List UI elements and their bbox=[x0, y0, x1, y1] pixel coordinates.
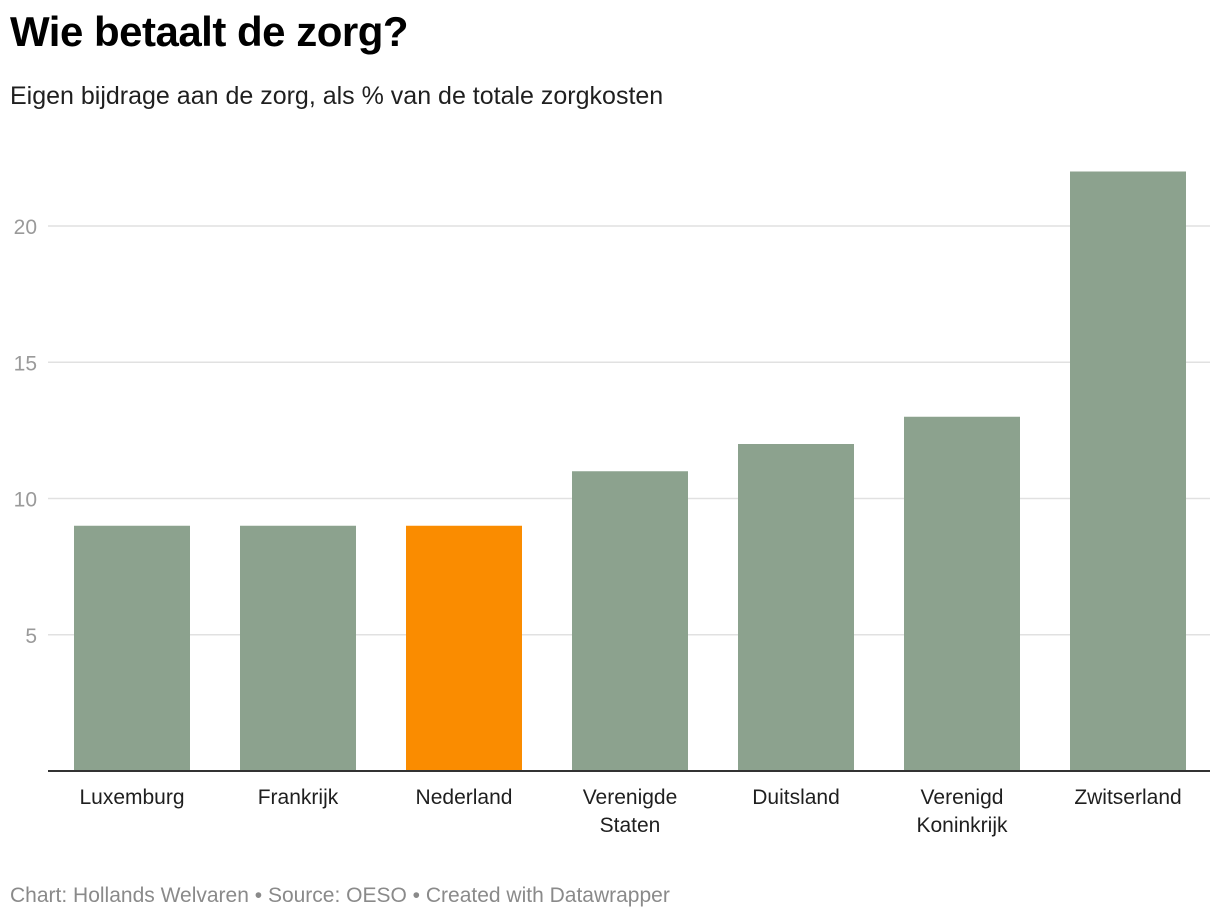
chart-title: Wie betaalt de zorg? bbox=[10, 8, 409, 55]
x-tick-label: Luxemburg bbox=[79, 786, 184, 809]
x-tick-label: Zwitserland bbox=[1074, 786, 1181, 809]
bar-luxemburg[interactable] bbox=[74, 525, 190, 771]
x-tick-label-line: Verenigde bbox=[583, 786, 678, 809]
credit-link[interactable]: Hollands Welvaren bbox=[73, 884, 249, 907]
y-axis-ticks: 5 10 15 20 bbox=[14, 216, 37, 648]
x-tick-label-line: Frankrijk bbox=[258, 786, 339, 809]
y-tick-label: 10 bbox=[14, 489, 37, 512]
source-prefix: Source: bbox=[267, 884, 347, 907]
credit-prefix: Chart: bbox=[10, 884, 74, 907]
x-tick-label-line: Luxemburg bbox=[79, 786, 184, 809]
bar-frankrijk[interactable] bbox=[240, 525, 356, 771]
x-tick-label-line: Verenigd bbox=[921, 786, 1004, 809]
bar-duitsland[interactable] bbox=[738, 444, 854, 771]
x-tick-label-line: Duitsland bbox=[752, 786, 840, 809]
bar-verenigd-koninkrijk[interactable] bbox=[904, 416, 1020, 771]
x-tick-label: Frankrijk bbox=[258, 786, 339, 809]
bar-nederland[interactable] bbox=[406, 525, 522, 771]
chart-footer: Chart: Hollands Welvaren • Source: OESO … bbox=[10, 884, 670, 908]
x-tick-label-line: Zwitserland bbox=[1074, 786, 1181, 809]
footer-separator: • bbox=[248, 884, 268, 907]
bars bbox=[74, 171, 1186, 772]
footer-separator: • bbox=[406, 884, 426, 907]
bar-zwitserland[interactable] bbox=[1070, 171, 1186, 772]
y-tick-label: 15 bbox=[14, 352, 37, 375]
x-tick-label: Duitsland bbox=[752, 786, 840, 809]
x-tick-label-line: Koninkrijk bbox=[916, 814, 1008, 837]
x-tick-label-line: Staten bbox=[600, 814, 661, 837]
chart-subtitle: Eigen bijdrage aan de zorg, als % van de… bbox=[10, 82, 664, 110]
x-axis-labels: Luxemburg Frankrijk Nederland Verenigde Stat… bbox=[79, 786, 1181, 837]
source-link[interactable]: OESO bbox=[346, 884, 407, 907]
x-tick-label: Verenigd Koninkrijk bbox=[916, 786, 1008, 837]
y-tick-label: 20 bbox=[14, 216, 37, 239]
bar-chart: 5 10 15 20 Luxemburg Frankrijk Nederland Veren… bbox=[14, 171, 1210, 837]
datawrapper-link[interactable]: Created with Datawrapper bbox=[425, 884, 670, 907]
bar-verenigde-staten[interactable] bbox=[572, 471, 688, 771]
x-tick-label: Nederland bbox=[416, 786, 513, 809]
x-tick-label-line: Nederland bbox=[416, 786, 513, 809]
x-tick-label: Verenigde Staten bbox=[583, 786, 678, 837]
y-tick-label: 5 bbox=[25, 625, 37, 648]
